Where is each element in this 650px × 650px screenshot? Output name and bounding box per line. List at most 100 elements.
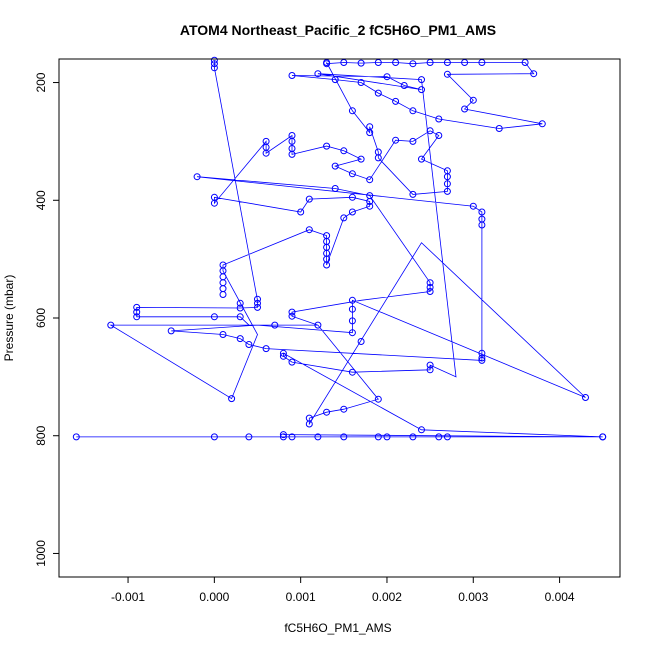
data-point [297,208,305,216]
data-point [340,214,348,222]
plot-area [72,56,607,441]
data-point [409,190,417,198]
data-point [72,433,80,441]
data-point [219,273,227,281]
data-point [418,86,425,94]
data-point [348,296,356,304]
data-point [279,352,287,360]
data-point [254,299,261,307]
data-point [236,335,244,343]
data-point [245,341,253,348]
y-tick-label: 1000 [34,540,48,567]
data-point [409,137,417,145]
x-tick-label: 0.002 [372,590,402,604]
data-point [357,79,365,86]
data-point [348,107,356,115]
data-point [348,193,356,201]
data-point [374,89,382,97]
data-point [314,433,322,441]
data-point [288,433,296,441]
data-point [383,433,391,441]
data-point [478,354,486,362]
chart-title: ATOM4 Northeast_Pacific_2 fC5H6O_PM1_AMS [180,22,496,38]
data-point [366,202,374,210]
y-axis-label: Pressure (mbar) [2,275,16,362]
y-tick-label: 600 [34,308,48,328]
x-axis-label: fC5H6O_PM1_AMS [284,621,391,635]
data-point [133,313,141,321]
data-point [435,115,443,123]
data-point [357,155,365,163]
data-point [305,195,313,203]
x-tick-label: 0.003 [458,590,488,604]
data-point [262,149,270,157]
data-point [331,76,339,84]
data-point [443,173,451,181]
data-point [288,150,296,158]
data-point [279,433,287,441]
data-point [133,303,141,311]
data-point [383,73,391,81]
data-point [245,433,253,441]
data-point [314,70,322,78]
data-point [323,142,331,150]
data-point [443,70,451,78]
data-point [469,96,477,104]
data-point [323,408,331,416]
data-point [443,187,451,195]
data-point [167,327,175,335]
data-point [271,321,279,329]
data-point [348,208,356,216]
data-point [236,304,244,312]
series-line [76,60,603,438]
data-point [426,366,434,374]
data-point [340,405,348,413]
plot-frame [58,58,621,578]
data-point [400,82,408,89]
x-tick-label: 0.001 [286,590,316,604]
data-point [348,317,356,325]
data-point [374,148,382,156]
data-point [314,321,322,329]
data-point [426,361,434,369]
data-point [478,208,486,216]
data-point [210,313,218,321]
data-point [469,202,477,210]
data-point [530,70,538,78]
data-point [348,305,356,313]
data-point [219,285,227,293]
data-point [357,338,365,345]
data-point [254,295,261,303]
y-axis: 200 400 600 800 1000 [34,72,59,567]
data-point [461,105,469,113]
data-point [478,356,486,364]
data-point [409,433,417,441]
data-point [495,125,503,132]
data-point [210,199,218,207]
data-point [228,395,236,403]
data-point [392,136,400,144]
x-tick-label: -0.001 [111,590,145,604]
data-point [219,279,227,287]
data-point [426,127,434,135]
data-point [288,308,296,316]
data-point [599,433,607,441]
data-point [340,433,348,441]
y-tick-label: 200 [34,72,48,92]
data-point [288,358,296,366]
data-point [288,72,296,79]
data-point [409,107,417,115]
data-point [210,60,218,68]
data-point [279,431,287,439]
data-point [133,308,141,316]
data-point [219,331,227,338]
data-point [323,261,331,269]
data-point [443,433,451,441]
data-point [374,433,382,441]
data-point [582,394,589,401]
data-point [426,279,434,287]
data-point [107,321,115,329]
x-tick-label: 0.004 [545,590,575,604]
data-point [210,56,218,64]
